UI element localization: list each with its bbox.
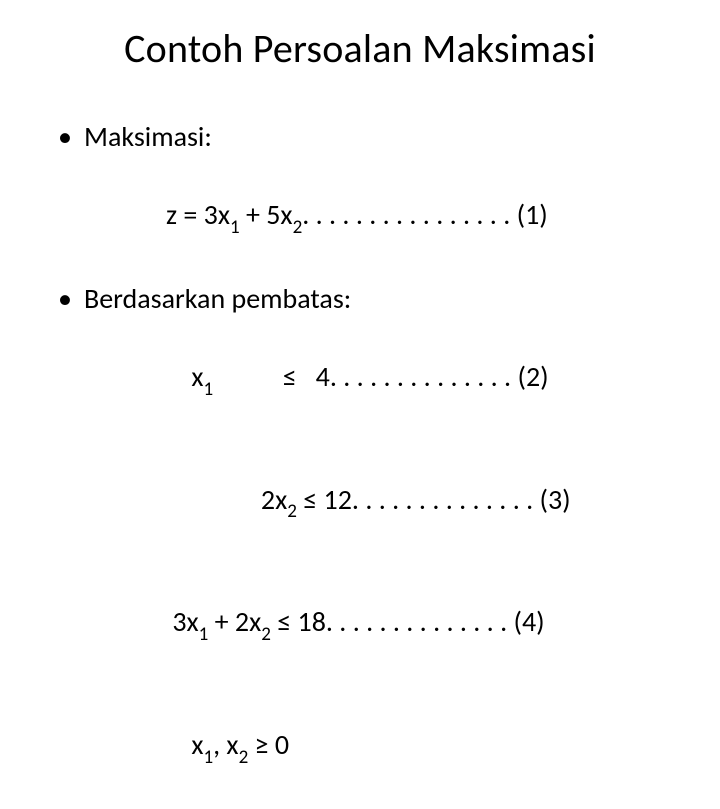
eq1-sub1: 1: [230, 216, 240, 239]
eq3-tag: (3): [533, 482, 571, 517]
eq3-pad: 2x: [166, 482, 287, 517]
equation-4: 3x1 + 2x2 ≤ 18. . . . . . . . . . . . . …: [56, 563, 664, 686]
eq1-lhs: z = 3x: [166, 197, 230, 232]
equation-1: z = 3x1 + 5x2. . . . . . . . . . . . . .…: [56, 156, 664, 279]
eq1-mid: + 5x: [240, 197, 293, 232]
eq3-rel: ≤ 12: [297, 482, 352, 517]
eq2-var: x: [191, 359, 203, 394]
eq1-dots: . . . . . . . . . . . . . . . .: [302, 197, 510, 232]
eq4-lhs: 3x: [166, 604, 199, 639]
bullet-dot: •: [56, 279, 84, 318]
eq5-sub2: 2: [239, 746, 249, 769]
bullet-text: Maksimasi:: [84, 117, 664, 156]
slide-title: Contoh Persoalan Maksimasi: [56, 24, 664, 73]
eq2-sub1: 1: [203, 378, 213, 401]
bullet-text: Berdasarkan pembatas:: [84, 279, 664, 318]
eq4-sub2: 2: [261, 623, 271, 646]
eq2-rel: ≤ 4: [213, 359, 330, 394]
eq1-sub2: 2: [293, 216, 303, 239]
bullet-dot: •: [56, 117, 84, 156]
eq4-sub1: 1: [199, 623, 209, 646]
equation-3: 2x2 ≤ 12. . . . . . . . . . . . . . (3): [56, 441, 664, 564]
eq4-mid: + 2x: [208, 604, 261, 639]
eq5-rel: ≥ 0: [248, 727, 289, 762]
eq1-tag: (1): [510, 197, 548, 232]
eq4-dots: . . . . . . . . . . . . . .: [326, 604, 507, 639]
eq4-rel: ≤ 18: [271, 604, 326, 639]
eq5-v1: x: [191, 727, 203, 762]
eq2-dots: . . . . . . . . . . . . . .: [330, 359, 511, 394]
eq5-pad: [166, 727, 191, 762]
slide-body: • Maksimasi: z = 3x1 + 5x2. . . . . . . …: [56, 117, 664, 809]
eq4-tag: (4): [507, 604, 545, 639]
slide: Contoh Persoalan Maksimasi • Maksimasi: …: [0, 0, 720, 809]
eq2-tag: (2): [511, 359, 549, 394]
eq3-sub1: 2: [287, 500, 297, 523]
bullet-2: • Berdasarkan pembatas:: [56, 279, 664, 318]
eq5-sep: , x: [213, 727, 238, 762]
equation-2: x1 ≤ 4. . . . . . . . . . . . . . (2): [56, 318, 664, 441]
equation-5: x1, x2 ≥ 0: [56, 686, 664, 809]
eq3-dots: . . . . . . . . . . . . . .: [352, 482, 533, 517]
bullet-1: • Maksimasi:: [56, 117, 664, 156]
eq5-sub1: 1: [203, 746, 213, 769]
eq2-pad: [166, 359, 191, 394]
